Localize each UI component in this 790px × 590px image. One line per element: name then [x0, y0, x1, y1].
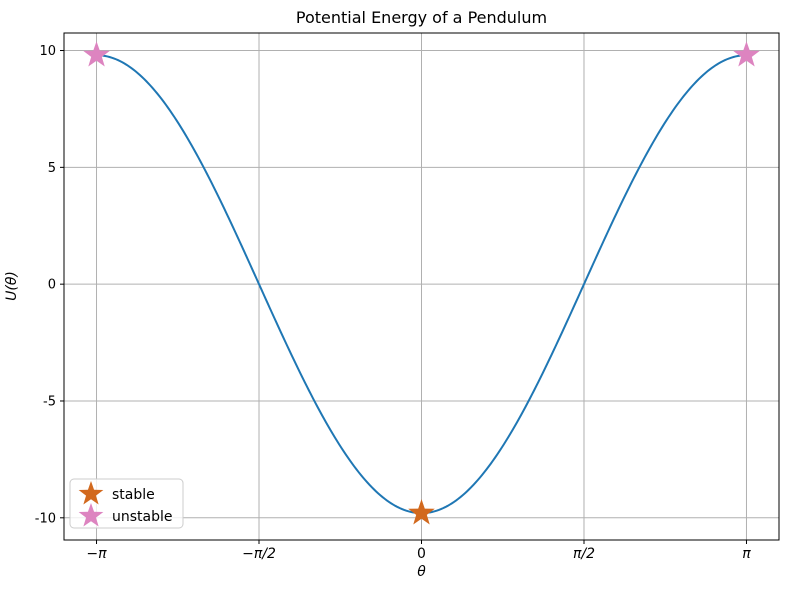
y-tick-label-neg-5: -5: [43, 394, 56, 409]
y-tick-label-5: 5: [48, 161, 56, 176]
x-tick-label-pi: π: [742, 546, 751, 562]
star-marker-stable: [408, 499, 435, 525]
y-tick-label-neg-10: -10: [35, 511, 56, 526]
x-axis-label: θ: [417, 564, 426, 580]
x-tick-labels: −π −π/2 0 π/2 π: [86, 546, 751, 562]
star-icon: [78, 481, 104, 505]
x-tick-label-neg-half-pi: −π/2: [242, 546, 276, 562]
chart-title: Potential Energy of a Pendulum: [296, 8, 547, 27]
y-tick-label-zero: 0: [48, 278, 56, 293]
x-tick-label-zero: 0: [417, 546, 426, 562]
y-tick-labels: -10 -5 0 5 10: [35, 44, 56, 526]
star-marker-unstable: [83, 41, 110, 67]
legend: stable unstable: [69, 478, 184, 529]
equilibrium-markers: [83, 41, 760, 525]
y-tick-label-10: 10: [39, 44, 56, 59]
x-tick-label-neg-pi: −π: [86, 546, 107, 562]
legend-label-unstable: unstable: [112, 509, 173, 525]
legend-label-stable: stable: [112, 487, 155, 503]
tick-marks: [60, 50, 747, 544]
star-marker-unstable: [733, 41, 760, 67]
y-axis-label: U(θ): [4, 271, 20, 301]
star-icon: [78, 503, 104, 527]
x-tick-label-half-pi: π/2: [573, 546, 595, 562]
